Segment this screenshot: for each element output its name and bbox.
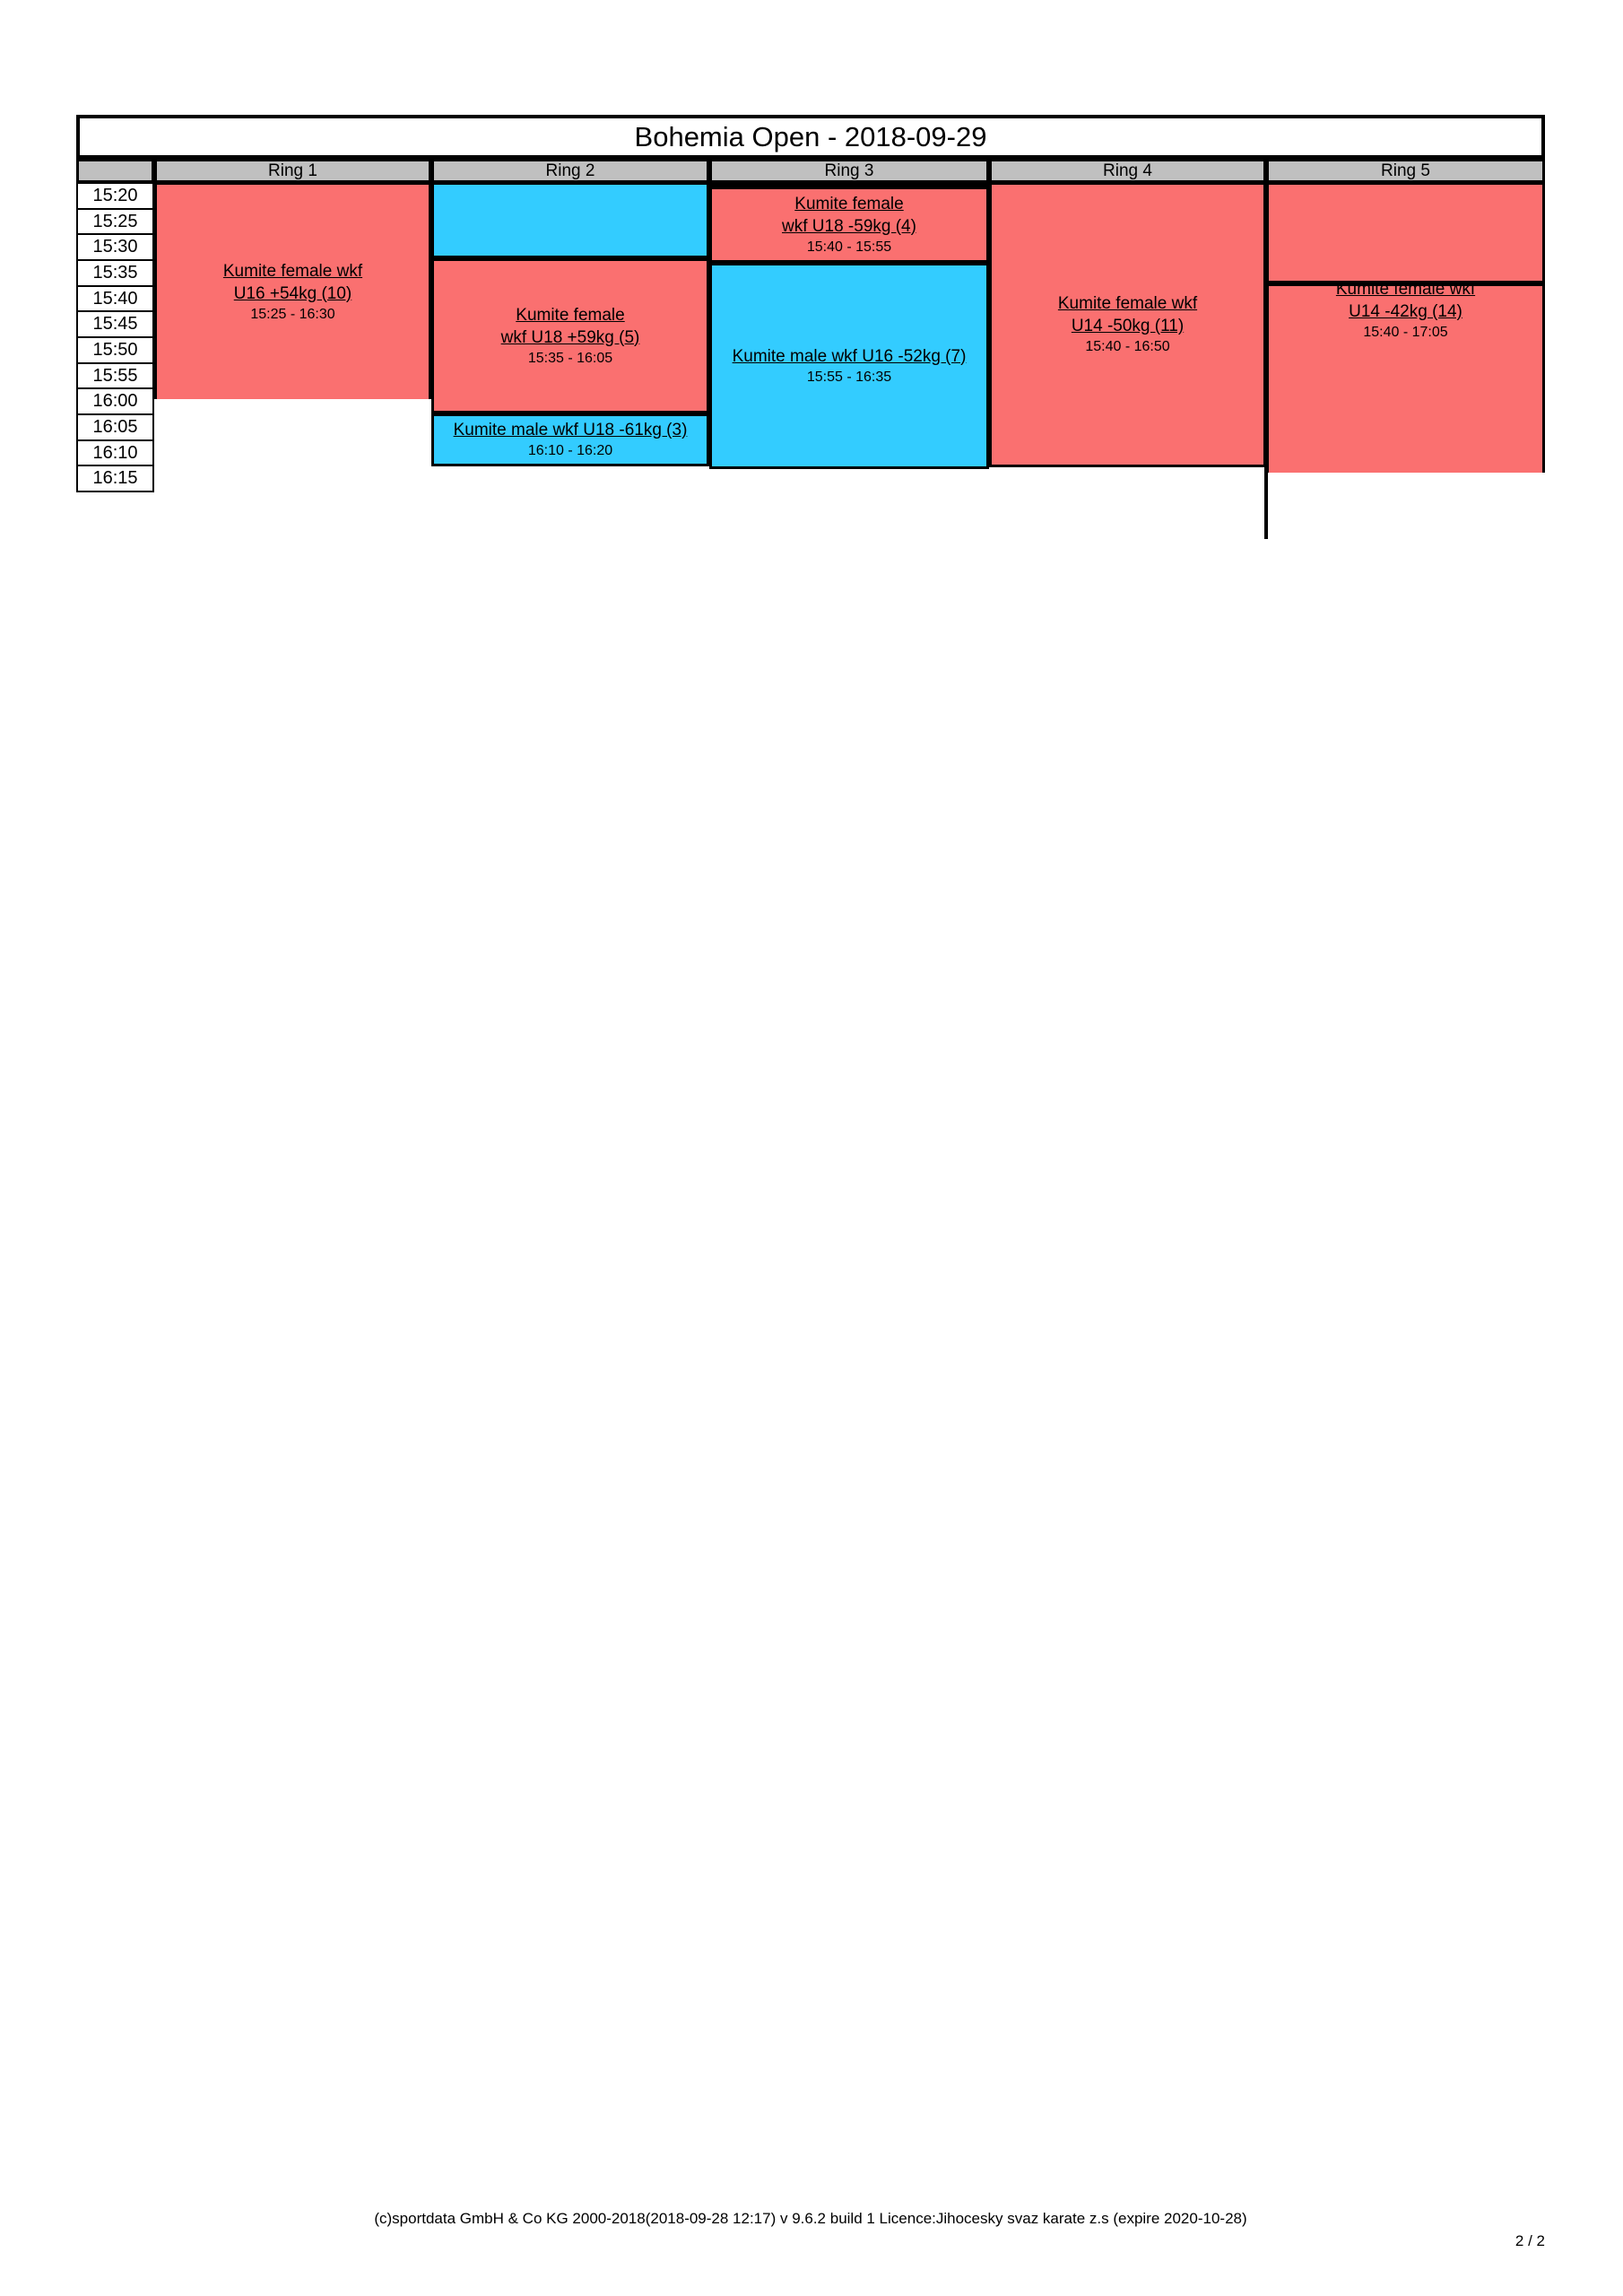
event-title-line: U14 -50kg (11) — [1071, 317, 1185, 335]
event-block-ring5-continuation — [1266, 182, 1545, 283]
footer-copyright: (c)sportdata GmbH & Co KG 2000-2018(2018… — [374, 2210, 1247, 2227]
event-title-line: Kumite female — [516, 305, 625, 325]
time-label-1550: 15:50 — [76, 336, 154, 364]
time-label-1555: 15:55 — [76, 362, 154, 389]
event-time-range: 15:35 - 16:05 — [527, 350, 613, 366]
event-block-ring2-u18-59kg: Kumite female wkf U18 +59kg (5) 15:35 - … — [431, 258, 709, 413]
time-label-1545: 15:45 — [76, 310, 154, 338]
event-title-line: Kumite male wkf U16 -52kg (7) — [732, 346, 967, 366]
event-block-ring2-continuation — [431, 182, 709, 258]
time-label-1530: 15:30 — [76, 233, 154, 261]
event-title-line: wkf U18 -59kg (4) — [782, 216, 916, 236]
event-time-range: 15:40 - 15:55 — [806, 239, 892, 255]
time-label-1610: 16:10 — [76, 439, 154, 466]
event-block-ring5-u14-42kg: Kumite female wkf U14 -42kg (14) 15:40 -… — [1266, 280, 1545, 473]
time-label-1535: 15:35 — [76, 259, 154, 287]
event-block-ring3-u18-59kg: Kumite female wkf U18 -59kg (4) 15:40 - … — [709, 182, 989, 263]
event-time-range: 15:25 - 16:30 — [250, 306, 335, 322]
header-ring-5: Ring 5 — [1266, 159, 1545, 183]
event-block-ring1-u16-54kg: Kumite female wkf U16 +54kg (10) 15:25 -… — [154, 182, 431, 399]
header-ring-1: Ring 1 — [154, 159, 431, 183]
time-label-1540: 15:40 — [76, 285, 154, 312]
event-title-line: Kumite male wkf U18 -61kg (3) — [453, 421, 688, 439]
event-title-line: wkf U18 +59kg (5) — [500, 327, 640, 347]
page-title: Bohemia Open - 2018-09-29 — [76, 115, 1545, 159]
header-time-column — [76, 159, 154, 183]
event-title-line: Kumite female wkf — [222, 261, 363, 281]
event-title-line: Kumite female wkf — [1057, 294, 1198, 313]
event-title-line: U16 +54kg (10) — [233, 283, 352, 303]
event-block-ring2-u18-61kg: Kumite male wkf U18 -61kg (3) 16:10 - 16… — [431, 413, 709, 466]
page-number: 2 / 2 — [1515, 2232, 1545, 2249]
header-ring-4: Ring 4 — [989, 159, 1266, 183]
time-label-1615: 16:15 — [76, 465, 154, 492]
event-block-ring3-u16-52kg: Kumite male wkf U16 -52kg (7) 15:55 - 16… — [709, 263, 989, 469]
event-time-range: 15:40 - 17:05 — [1363, 325, 1448, 340]
header-ring-2: Ring 2 — [431, 159, 709, 183]
event-block-ring4-u14-50kg: Kumite female wkf U14 -50kg (11) 15:40 -… — [989, 182, 1266, 467]
header-ring-3: Ring 3 — [709, 159, 989, 183]
event-time-range: 15:40 - 16:50 — [1085, 339, 1170, 354]
event-title-line: Kumite female — [794, 194, 904, 213]
time-label-1605: 16:05 — [76, 413, 154, 441]
event-title-line: Kumite female wkf — [1335, 280, 1476, 299]
event-time-range: 15:55 - 16:35 — [806, 369, 892, 385]
time-label-1520: 15:20 — [76, 182, 154, 210]
time-label-1525: 15:25 — [76, 208, 154, 235]
event-time-range: 16:10 - 16:20 — [527, 443, 613, 458]
column-divider-line — [1264, 467, 1268, 539]
event-title-line: U14 -42kg (14) — [1349, 302, 1462, 321]
time-label-1600: 16:00 — [76, 387, 154, 415]
